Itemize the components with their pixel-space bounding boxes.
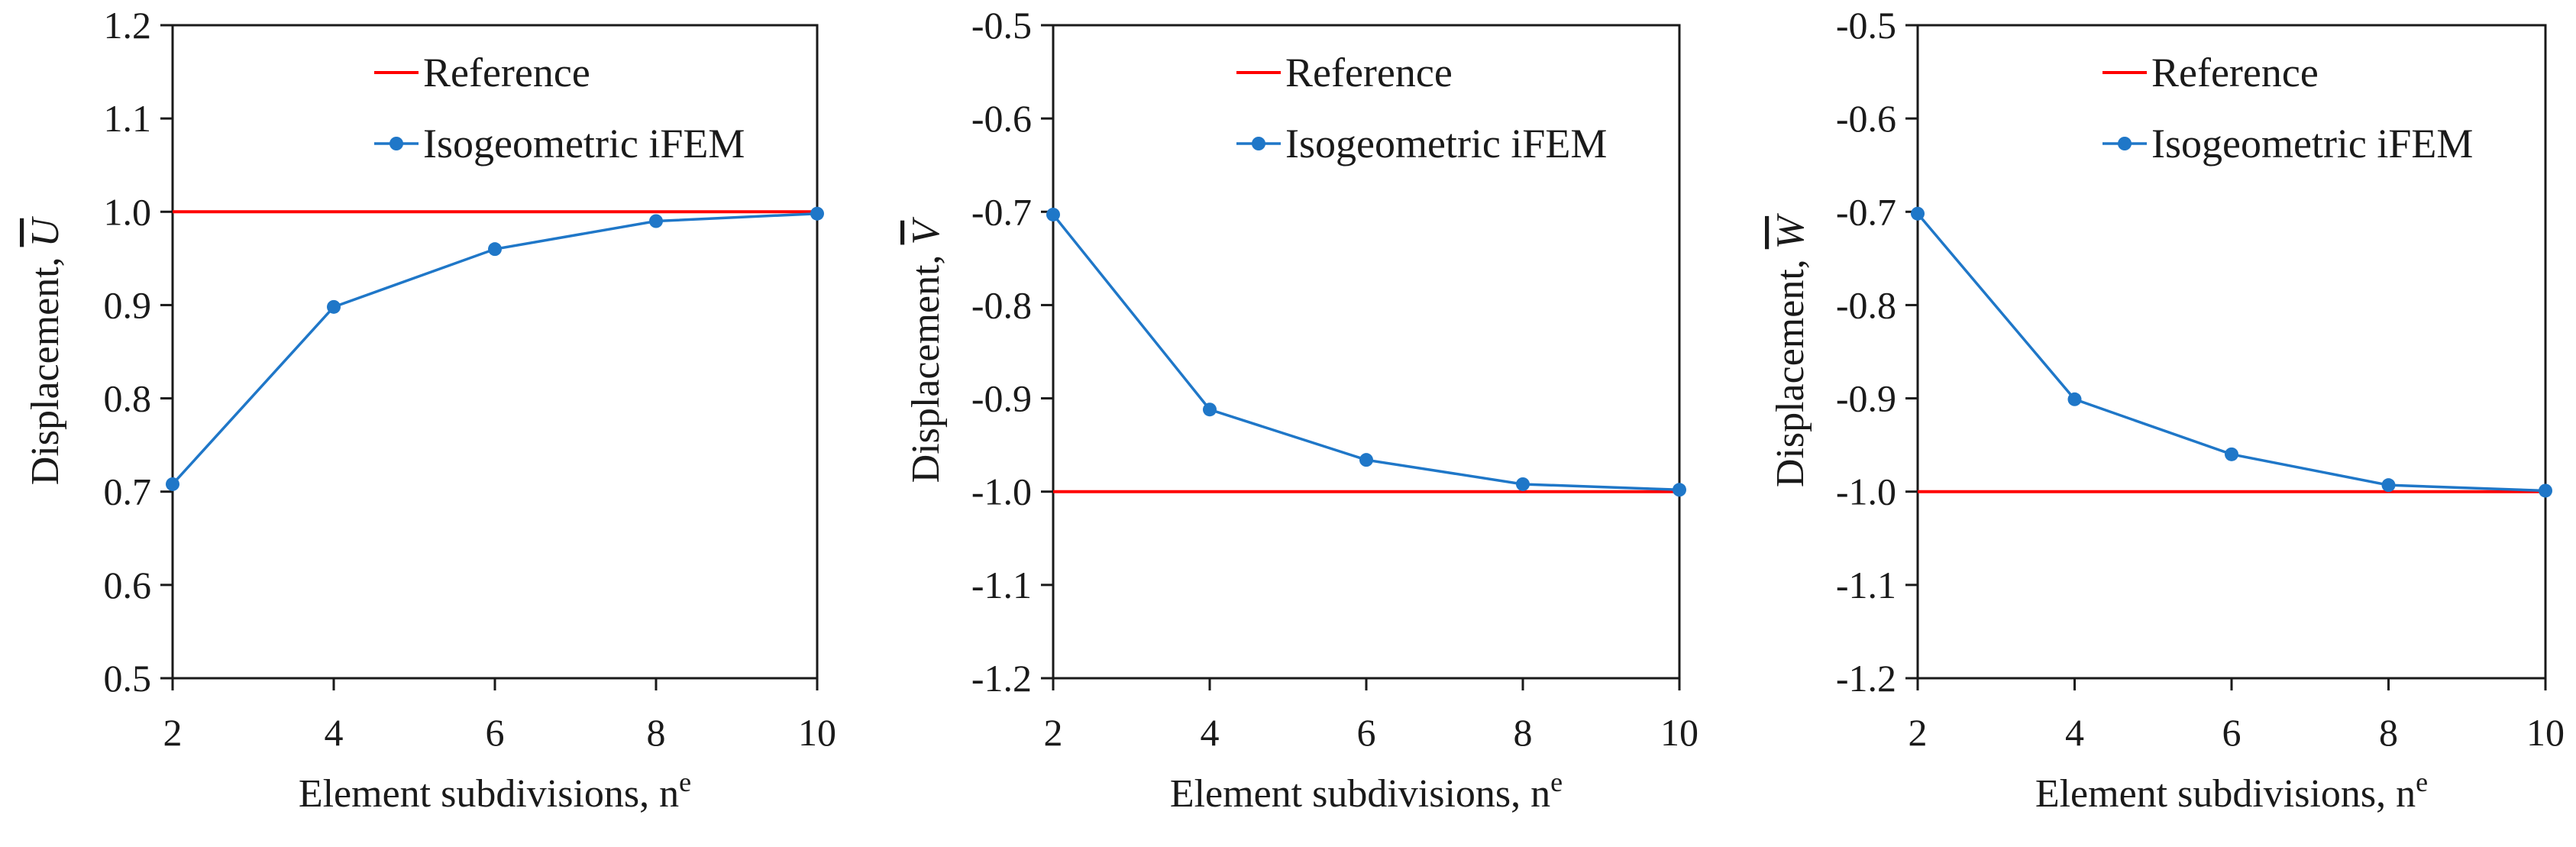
y-tick-label: -1.0	[1836, 470, 1896, 513]
x-tick-label: 6	[2222, 711, 2241, 754]
legend-label: Reference	[1285, 50, 1453, 95]
y-tick-label: -0.7	[971, 190, 1032, 233]
legend-label: Reference	[2151, 50, 2319, 95]
x-tick-label: 2	[1909, 711, 1928, 754]
y-axis-title-text: Displacement,	[904, 244, 948, 483]
legend-label: Isogeometric iFEM	[2151, 121, 2473, 166]
y-axis-title-text: Displacement,	[24, 247, 67, 485]
x-axis-title-superscript: e	[679, 767, 691, 797]
x-tick-label: 4	[1201, 711, 1220, 754]
ifem-data-point	[166, 477, 179, 491]
y-tick-label: 0.7	[104, 470, 152, 513]
y-tick-label: 0.5	[104, 657, 152, 700]
x-tick-label: 10	[798, 711, 836, 754]
x-axis-title: Element subdivisions, ne	[2035, 767, 2428, 816]
ifem-data-point	[649, 214, 663, 228]
ifem-data-point	[1911, 206, 1925, 221]
x-tick-label: 10	[2526, 711, 2565, 754]
chart-panel-2: -0.5 -0.6 -0.7 -0.8 -0.9 -1.0 -1.1 -1.2 2 4 6 8 10 El…	[904, 4, 1698, 816]
x-axis-title-superscript: e	[2416, 767, 2428, 797]
x-axis-title: Element subdivisions, ne	[299, 767, 691, 816]
legend-marker	[1252, 137, 1265, 150]
x-tick-label: 10	[1660, 711, 1698, 754]
ifem-data-point	[327, 299, 341, 314]
y-tick-label: -0.9	[971, 377, 1032, 420]
y-axis-title: Displacement, W	[1769, 212, 1812, 487]
y-axis-title-text: Displacement,	[1769, 249, 1812, 487]
y-axis-title-symbol: V	[904, 216, 948, 244]
y-tick-label: -0.7	[1836, 190, 1896, 233]
chart-panel-1: 1.2 1.1 1.0 0.9 0.8 0.7 0.6 0.5 2 4 6 8 10 Element su…	[24, 4, 836, 816]
ifem-data-point	[2067, 392, 2082, 406]
ifem-data-point	[1359, 453, 1373, 467]
y-tick-label: 1.0	[104, 190, 152, 233]
ifem-data-point	[1046, 207, 1060, 221]
y-tick-label: -1.1	[1836, 564, 1896, 606]
legend-label: Reference	[423, 50, 590, 95]
x-axis-title-text: Element subdivisions, n	[299, 772, 679, 816]
ifem-data-point	[1673, 483, 1686, 497]
y-tick-label: -1.2	[1836, 657, 1896, 700]
y-tick-label: -0.6	[1836, 97, 1896, 140]
y-tick-label: 0.9	[104, 283, 152, 326]
x-tick-label: 4	[2065, 711, 2084, 754]
chart-panel-3: -0.5 -0.6 -0.7 -0.8 -0.9 -1.0 -1.1 -1.2 2 4 6 8 10 El…	[1769, 4, 2565, 816]
y-axis-title-symbol: U	[24, 215, 67, 247]
legend-label: Isogeometric iFEM	[1285, 121, 1607, 166]
y-tick-label: -1.0	[971, 470, 1032, 513]
y-tick-label: -0.6	[971, 97, 1032, 140]
y-axis-title-symbol: W	[1769, 212, 1812, 249]
x-axis-title-text: Element subdivisions, n	[2035, 772, 2416, 816]
y-axis-title: Displacement, U	[24, 215, 67, 485]
ifem-data-point	[1203, 402, 1217, 417]
ifem-data-point	[2539, 483, 2552, 498]
y-tick-label: -0.5	[1836, 4, 1896, 47]
ifem-data-point	[2381, 478, 2396, 493]
x-tick-label: 6	[1357, 711, 1376, 754]
y-axis-title: Displacement, V	[904, 216, 948, 483]
y-tick-label: -0.8	[971, 283, 1032, 326]
x-tick-label: 4	[325, 711, 344, 754]
ifem-series-line	[1052, 213, 1680, 492]
x-tick-label: 2	[163, 711, 183, 754]
x-tick-label: 6	[486, 711, 505, 754]
y-tick-label: -0.5	[971, 4, 1032, 47]
y-tick-label: -1.1	[971, 564, 1032, 606]
ifem-data-point	[810, 206, 824, 221]
x-tick-label: 2	[1044, 711, 1063, 754]
y-tick-label: 0.6	[104, 564, 152, 606]
x-axis-title-superscript: e	[1550, 767, 1563, 797]
y-tick-label: -0.9	[1836, 377, 1896, 420]
x-tick-label: 8	[1514, 711, 1533, 754]
y-tick-label: 0.8	[104, 377, 152, 420]
x-tick-label: 8	[647, 711, 666, 754]
legend-marker	[389, 137, 403, 150]
y-tick-label: -0.8	[1836, 283, 1896, 326]
legend-label: Isogeometric iFEM	[423, 121, 745, 166]
x-axis-title: Element subdivisions, ne	[1170, 767, 1563, 816]
ifem-data-point	[1516, 477, 1530, 491]
y-tick-label: 1.1	[104, 97, 152, 140]
x-axis-title-text: Element subdivisions, n	[1170, 772, 1550, 816]
x-tick-label: 8	[2379, 711, 2398, 754]
legend-marker	[2118, 137, 2132, 150]
y-tick-label: 1.2	[104, 4, 152, 47]
y-tick-label: -1.2	[971, 657, 1032, 700]
ifem-data-point	[2225, 447, 2238, 461]
ifem-data-point	[488, 242, 502, 257]
